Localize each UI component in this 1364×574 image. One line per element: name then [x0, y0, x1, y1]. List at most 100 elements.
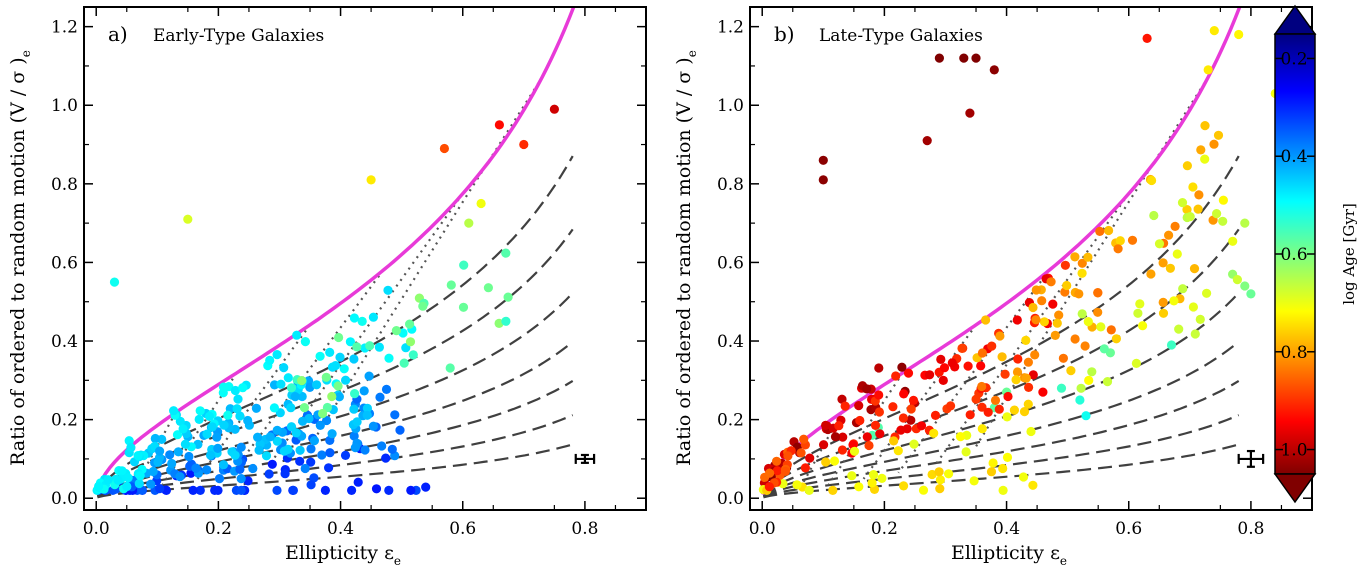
- data-point: [395, 425, 405, 435]
- data-point: [387, 444, 397, 454]
- data-point: [916, 421, 927, 431]
- data-point: [322, 415, 332, 426]
- data-point: [283, 373, 293, 383]
- data-point: [819, 440, 829, 450]
- data-point: [405, 319, 415, 329]
- data-point: [874, 390, 884, 400]
- data-point: [1075, 395, 1085, 405]
- panel-label: b): [774, 22, 795, 46]
- data-point: [804, 485, 814, 495]
- data-point: [1002, 452, 1013, 462]
- data-point: [183, 214, 193, 224]
- data-point: [1203, 65, 1213, 75]
- data-point: [350, 443, 360, 453]
- data-point: [838, 432, 848, 442]
- y-tick-label: 0.4: [51, 332, 78, 352]
- data-point: [248, 463, 258, 474]
- data-point: [223, 410, 233, 420]
- data-point: [1154, 239, 1165, 249]
- colorbar-tick-label: 0.4: [1280, 147, 1307, 167]
- dashed-curve: [97, 414, 574, 498]
- data-point: [349, 431, 359, 441]
- data-point: [1013, 354, 1023, 364]
- data-point: [989, 65, 999, 75]
- data-point: [1166, 340, 1177, 350]
- data-point: [799, 434, 809, 444]
- plot-frame: [83, 6, 647, 511]
- data-point: [384, 485, 394, 495]
- y-axis-label: Ratio of ordered to random motion (V / σ…: [673, 50, 699, 466]
- data-point: [315, 351, 325, 361]
- data-point: [459, 260, 469, 270]
- data-point: [935, 475, 946, 485]
- data-point: [1164, 230, 1174, 240]
- data-point: [194, 414, 204, 424]
- data-point: [267, 459, 277, 469]
- data-point: [290, 392, 300, 402]
- data-point: [1158, 297, 1168, 307]
- data-point: [458, 302, 469, 312]
- x-tick-label: 0.2: [205, 519, 232, 539]
- data-point: [238, 383, 248, 393]
- data-point: [214, 474, 225, 484]
- data-point: [272, 485, 282, 495]
- colorbar-tick-label: 0.2: [1280, 49, 1307, 69]
- colorbar: 0.2 0.4 0.6 0.8 1.0 log Age [Gyr]: [1273, 4, 1358, 504]
- data-point: [1188, 182, 1198, 192]
- data-point: [1213, 130, 1224, 140]
- data-point: [124, 436, 134, 446]
- dashed-curve: [762, 292, 1240, 496]
- data-point: [828, 485, 838, 495]
- data-point: [123, 473, 133, 483]
- data-point: [1212, 209, 1222, 219]
- data-point: [219, 420, 229, 430]
- data-point: [922, 136, 932, 146]
- data-point: [1077, 309, 1087, 319]
- data-point: [935, 484, 945, 494]
- data-point: [957, 343, 967, 353]
- x-tick-label: 0.8: [1237, 519, 1264, 539]
- data-point: [253, 432, 263, 442]
- data-point: [925, 370, 935, 380]
- data-point: [292, 330, 302, 340]
- data-point: [195, 406, 205, 416]
- data-point: [230, 450, 240, 460]
- data-point: [862, 432, 872, 442]
- colorbar-label: log Age [Gyr]: [1340, 203, 1358, 305]
- data-point: [997, 352, 1007, 362]
- axis-ticks: 0.0 0.2 0.4 0.6 0.8 0.0 0.2 0.4 0.6 0.8 1.0 1.2: [717, 7, 1312, 539]
- data-point: [1028, 370, 1038, 380]
- data-point: [357, 316, 367, 326]
- data-point: [359, 386, 369, 396]
- data-point: [306, 444, 316, 454]
- data-point: [309, 473, 319, 483]
- data-point: [1083, 252, 1093, 262]
- data-point: [1174, 324, 1184, 334]
- data-point: [1188, 302, 1198, 312]
- data-point: [377, 441, 387, 451]
- data-point: [1019, 407, 1030, 417]
- data-point: [998, 463, 1008, 474]
- data-point: [1172, 249, 1182, 259]
- data-point: [366, 175, 376, 185]
- data-point: [1113, 244, 1123, 254]
- data-point: [212, 432, 222, 442]
- data-point: [934, 467, 944, 477]
- y-tick-label: 0.6: [717, 253, 744, 273]
- model-curves: [760, 7, 1242, 499]
- typical-error-bar: [574, 453, 596, 464]
- data-point: [286, 383, 297, 393]
- data-point: [297, 376, 307, 386]
- data-point: [464, 218, 474, 228]
- data-point: [1058, 353, 1068, 363]
- data-point: [1196, 145, 1206, 155]
- data-point: [1104, 225, 1114, 236]
- data-point: [1080, 341, 1090, 351]
- panel-early-type: 0.0 0.2 0.4 0.6 0.80.00.20.40.60.81.01.2 a) …: [7, 6, 647, 568]
- data-point: [821, 420, 831, 430]
- data-point: [439, 143, 449, 154]
- data-point: [155, 446, 165, 456]
- y-tick-label: 0.6: [51, 253, 78, 273]
- x-tick-label: 0.2: [871, 519, 898, 539]
- data-point: [207, 422, 217, 432]
